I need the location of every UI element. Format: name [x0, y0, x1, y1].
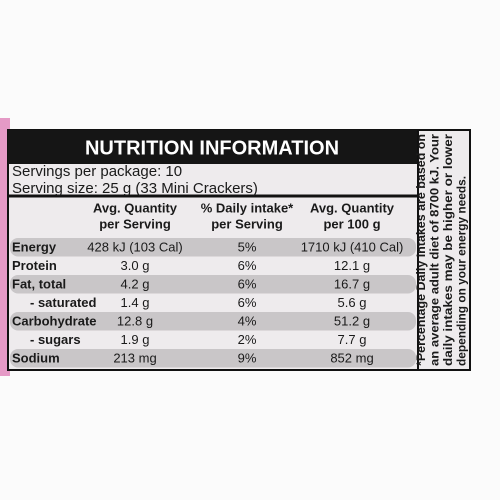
nutrient-value: 6% [238, 258, 257, 273]
nutrient-name: Protein [12, 258, 57, 273]
nutrient-name: - sugars [30, 332, 81, 347]
footnote-line: *Percentage Daily Intakes are based on [416, 134, 428, 366]
nutrient-name: Energy [12, 240, 57, 255]
row-shade [10, 238, 416, 257]
nutrient-value: 1.4 g [121, 295, 150, 310]
column-header: % Daily intake* [201, 200, 294, 215]
nutrient-name: Fat, total [12, 277, 66, 292]
pink-edge [0, 118, 10, 376]
nutrient-value: 6% [238, 295, 257, 310]
nutrient-value: 16.7 g [334, 277, 370, 292]
nutrient-value: 5% [238, 240, 257, 255]
nutrient-value: 4.2 g [121, 277, 150, 292]
nutrient-value: 12.1 g [334, 258, 370, 273]
footnote-line: an average adult diet of 8700 kJ. Your [430, 133, 442, 366]
nutrient-value: 7.7 g [338, 332, 367, 347]
nutrient-value: 51.2 g [334, 314, 370, 329]
row-shade [10, 312, 416, 331]
nutrient-value: 6% [238, 277, 257, 292]
nutrient-value: 5.6 g [338, 295, 367, 310]
serving-info: Serving size: 25 g (33 Mini Crackers) [12, 180, 258, 197]
nutrient-value: 213 mg [113, 351, 156, 366]
nutrient-value: 4% [238, 314, 257, 329]
title-bar [8, 130, 418, 164]
column-header: per Serving [99, 216, 171, 231]
column-header: per Serving [211, 216, 283, 231]
column-header: Avg. Quantity [93, 200, 178, 215]
nutrient-value: 12.8 g [117, 314, 153, 329]
nutrient-value: 1710 kJ (410 Cal) [301, 240, 404, 255]
nutrient-value: 1.9 g [121, 332, 150, 347]
nutrient-name: - saturated [30, 295, 97, 310]
nutrient-value: 3.0 g [121, 258, 150, 273]
nutrient-name: Carbohydrate [12, 314, 97, 329]
footnote-line: daily intakes may be higher or lower [443, 133, 455, 366]
title: NUTRITION INFORMATION [85, 137, 339, 159]
nutrient-value: 852 mg [330, 351, 373, 366]
column-header: Avg. Quantity [310, 200, 395, 215]
column-header: per 100 g [323, 216, 380, 231]
nutrient-value: 9% [238, 351, 257, 366]
row-shade [10, 275, 416, 294]
footnote: *Percentage Daily Intakes are based on an… [416, 133, 469, 366]
nutrient-value: 2% [238, 332, 257, 347]
row-shade [10, 349, 416, 368]
nutrient-value: 428 kJ (103 Cal) [87, 240, 182, 255]
serving-info: Servings per package: 10 [12, 163, 182, 180]
nutrient-name: Sodium [12, 351, 60, 366]
footnote-line: depending on your energy needs. [457, 176, 469, 366]
